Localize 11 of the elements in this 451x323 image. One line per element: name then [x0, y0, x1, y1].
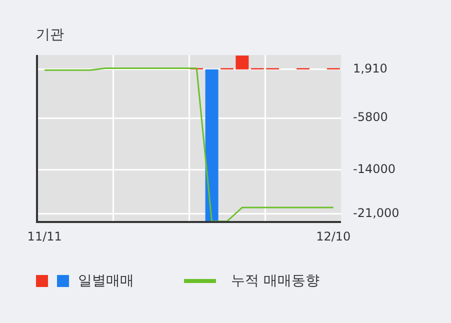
- x-tick-label: 12/10: [316, 229, 351, 244]
- y-tick-label: -14000: [353, 162, 396, 176]
- bar: [205, 69, 218, 222]
- y-tick-label: -21,000: [353, 206, 400, 220]
- y-tick-label: 1,910: [353, 62, 388, 76]
- y-tick-label: -5800: [353, 110, 388, 124]
- x-tick-label: 11/11: [27, 229, 62, 244]
- bar: [236, 56, 249, 70]
- legend-label: 일별매매: [78, 272, 134, 290]
- legend-label: 누적 매매동향: [231, 272, 320, 290]
- chart-title: 기관: [36, 26, 64, 44]
